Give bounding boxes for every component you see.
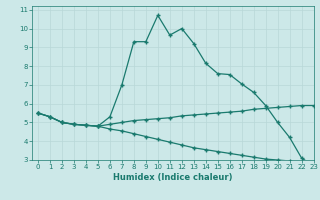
X-axis label: Humidex (Indice chaleur): Humidex (Indice chaleur) <box>113 173 233 182</box>
